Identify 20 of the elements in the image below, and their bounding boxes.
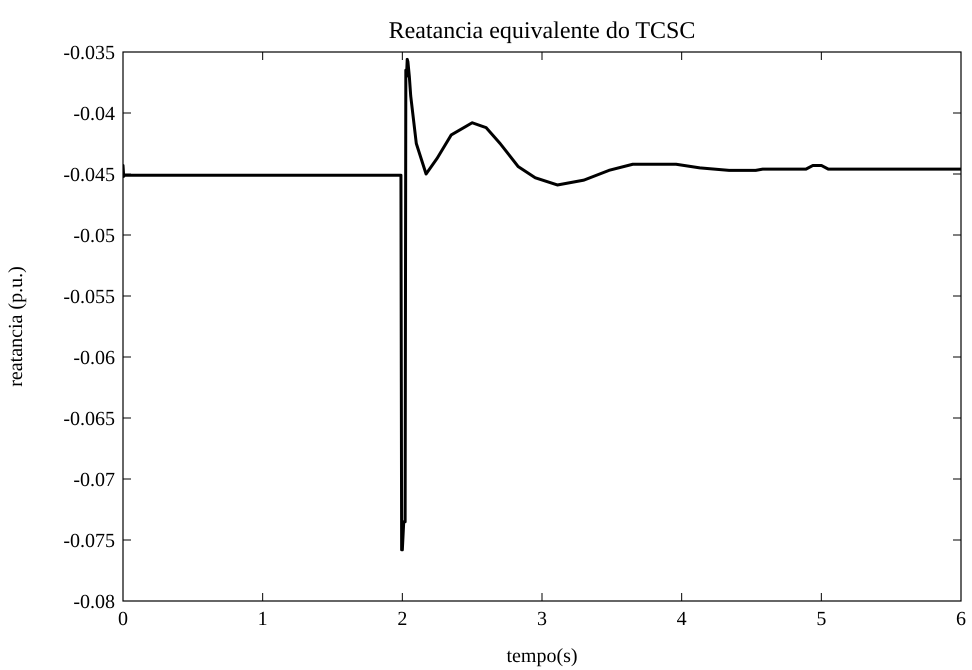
x-tick-label: 4 xyxy=(676,608,687,630)
y-tick-label: -0.035 xyxy=(63,42,115,64)
chart-title: Reatancia equivalente do TCSC xyxy=(388,18,696,44)
x-axis-title: tempo(s) xyxy=(506,645,578,667)
x-tick-label: 2 xyxy=(397,608,408,630)
y-tick-label: -0.055 xyxy=(63,286,115,308)
x-tick-label: 1 xyxy=(258,608,268,630)
x-tick-label: 0 xyxy=(118,608,128,630)
y-tick-label: -0.04 xyxy=(73,103,115,125)
y-tick-label: -0.08 xyxy=(73,591,115,613)
y-tick-label: -0.06 xyxy=(73,347,115,369)
y-tick-label: -0.045 xyxy=(63,164,115,186)
y-tick-label: -0.05 xyxy=(73,225,115,247)
y-tick-label: -0.075 xyxy=(63,530,115,552)
y-axis-title: reatancia (p.u.) xyxy=(5,266,27,387)
x-tick-label: 6 xyxy=(956,608,966,630)
y-tick-label: -0.065 xyxy=(63,408,115,430)
y-tick-label: -0.07 xyxy=(73,469,115,491)
x-tick-label: 5 xyxy=(816,608,826,630)
x-tick-label: 3 xyxy=(537,608,547,630)
